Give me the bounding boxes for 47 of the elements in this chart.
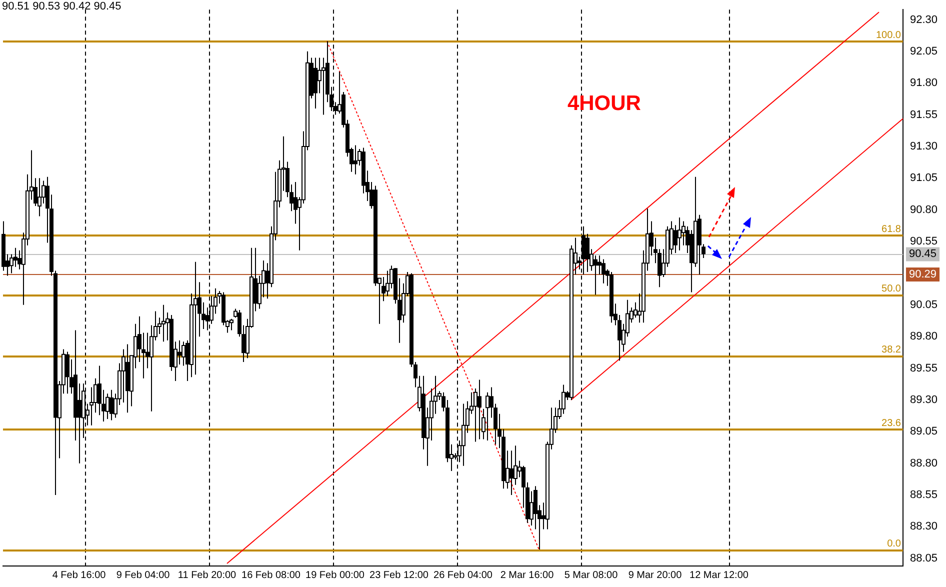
x-tick-label: 11 Feb 20:00 — [178, 570, 237, 581]
candlestick — [602, 258, 606, 284]
annotation: 50.0 — [882, 284, 902, 295]
y-tick-label: 89.80 — [910, 330, 938, 343]
y-tick-label: 89.55 — [910, 362, 938, 374]
annotation: 23.6 — [882, 418, 902, 429]
y-tick-label: 91.80 — [910, 77, 938, 90]
x-tick-label: 19 Feb 00:00 — [306, 570, 365, 581]
ref-line-label: 90.45 — [909, 248, 937, 260]
candlestick — [478, 379, 482, 440]
x-tick-label: 26 Feb 04:00 — [434, 570, 493, 581]
y-tick-label: 90.55 — [910, 236, 938, 248]
y-tick-label: 91.05 — [910, 172, 938, 184]
annotation: 61.8 — [882, 224, 902, 235]
x-tick-label: 5 Mar 08:00 — [564, 570, 618, 581]
y-tick-label: 88.30 — [910, 520, 938, 533]
candlestick — [586, 233, 590, 272]
x-tick-label: 4 Feb 16:00 — [52, 570, 106, 581]
y-tick-label: 88.05 — [910, 552, 938, 564]
annotation: 0.0 — [887, 538, 902, 550]
y-tick-label: 90.80 — [910, 204, 938, 216]
candlestick — [110, 389, 114, 421]
y-tick-label: 88.55 — [910, 489, 938, 502]
x-tick-label: 23 Feb 12:00 — [370, 570, 429, 581]
text: 4HOUR — [567, 92, 641, 115]
x-tick-label: 12 Mar 12:00 — [690, 570, 749, 581]
y-tick-label: 90.05 — [910, 298, 938, 311]
x-tick-label: 9 Mar 20:00 — [628, 570, 682, 581]
y-tick-label: 91.55 — [910, 108, 938, 121]
candlestick — [594, 254, 598, 296]
annotation: 100.0 — [876, 30, 902, 42]
y-tick-label: 92.05 — [910, 45, 938, 58]
y-tick-label: 91.30 — [910, 140, 938, 153]
y-tick-label: 89.30 — [910, 394, 938, 406]
ref-line-label: 90.29 — [909, 268, 937, 281]
y-tick-label: 88.80 — [910, 457, 938, 470]
y-tick-label: 92.30 — [910, 14, 938, 26]
x-tick-label: 16 Feb 08:00 — [242, 570, 301, 581]
candlestick — [510, 450, 514, 496]
x-tick-label: 2 Mar 16:00 — [500, 570, 554, 581]
y-tick-label: 89.05 — [910, 426, 938, 438]
annotation: 38.2 — [882, 344, 902, 356]
candlestick — [66, 351, 70, 394]
candlestick — [178, 340, 182, 365]
candlestick — [354, 144, 358, 175]
x-tick-label: 9 Feb 04:00 — [116, 570, 170, 581]
annotation: 90.51 90.53 90.42 90.45 — [2, 0, 122, 13]
